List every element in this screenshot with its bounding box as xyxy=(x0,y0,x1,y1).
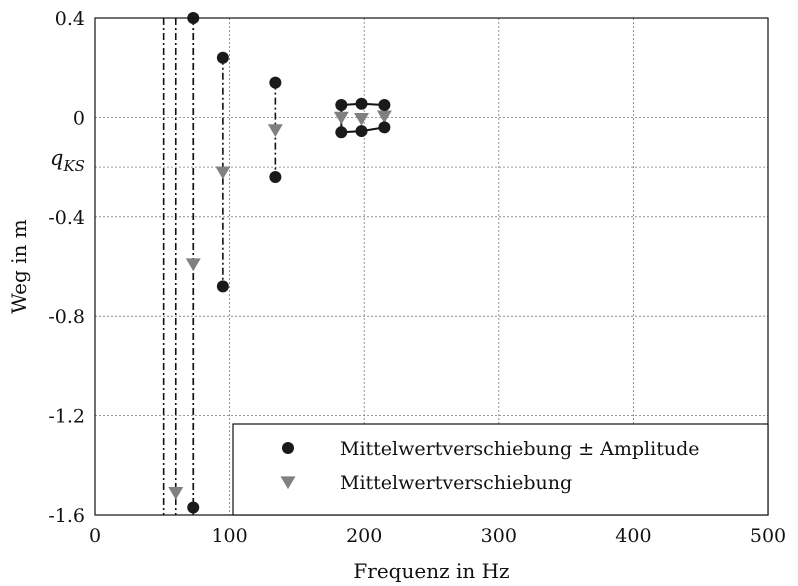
amplitude-marker xyxy=(378,121,391,134)
mean-shift-marker xyxy=(185,258,201,272)
legend-mean-shift-marker xyxy=(280,476,296,490)
x-tick-label: 400 xyxy=(615,525,651,547)
amplitude-marker xyxy=(269,171,282,184)
legend-entry-label: Mittelwertverschiebung ± Amplitude xyxy=(340,438,700,460)
legend: Mittelwertverschiebung ± Amplitude Mittel… xyxy=(232,423,769,516)
mean-shift-marker xyxy=(376,110,392,124)
x-axis-label: Frequenz in Hz xyxy=(353,559,509,583)
q-ks-annotation: qKS xyxy=(50,146,85,175)
mean-shift-marker xyxy=(333,111,349,125)
mean-shift-marker xyxy=(168,487,184,500)
amplitude-marker xyxy=(335,126,348,139)
amplitude-marker xyxy=(355,125,368,138)
amplitude-marker xyxy=(378,98,391,111)
legend-amplitude-marker xyxy=(282,442,294,454)
y-tick-label: -0.8 xyxy=(48,306,85,328)
y-axis-label: Weg in m xyxy=(7,219,31,314)
mean-shift-marker xyxy=(215,166,231,180)
amplitude-marker xyxy=(187,501,200,514)
legend-items: Mittelwertverschiebung ± Amplitude Mittel… xyxy=(280,438,700,494)
q-ks-annotation-label: q xyxy=(50,146,63,170)
amplitude-marker xyxy=(355,97,368,110)
y-tick-label: -1.6 xyxy=(48,505,85,527)
amplitude-marker xyxy=(335,98,348,111)
y-tick-label: -1.2 xyxy=(48,406,85,428)
y-tick-label: -0.4 xyxy=(48,207,85,229)
amplitude-marker xyxy=(216,51,229,64)
x-tick-label: 200 xyxy=(346,525,382,547)
legend-entry-label: Mittelwertverschiebung xyxy=(340,472,572,494)
mean-shift-marker xyxy=(354,113,370,126)
y-tick-label: 0.4 xyxy=(55,8,85,30)
x-tick-label: 500 xyxy=(750,525,786,547)
amplitude-marker xyxy=(269,76,282,89)
data-marks xyxy=(168,12,392,514)
q-ks-annotation-subscript: KS xyxy=(62,157,84,175)
legend-box xyxy=(232,423,769,516)
x-tick-label: 0 xyxy=(89,525,101,547)
y-tick-label: 0 xyxy=(73,107,85,129)
amplitude-marker xyxy=(216,280,229,293)
x-tick-label: 100 xyxy=(211,525,247,547)
x-tick-label: 300 xyxy=(481,525,517,547)
mean-shift-marker xyxy=(267,124,283,137)
tick-labels: 0 100 200 300 400 500 -1.6 -1.2 -0.8 -0.4 0 0.4 xyxy=(48,8,786,547)
